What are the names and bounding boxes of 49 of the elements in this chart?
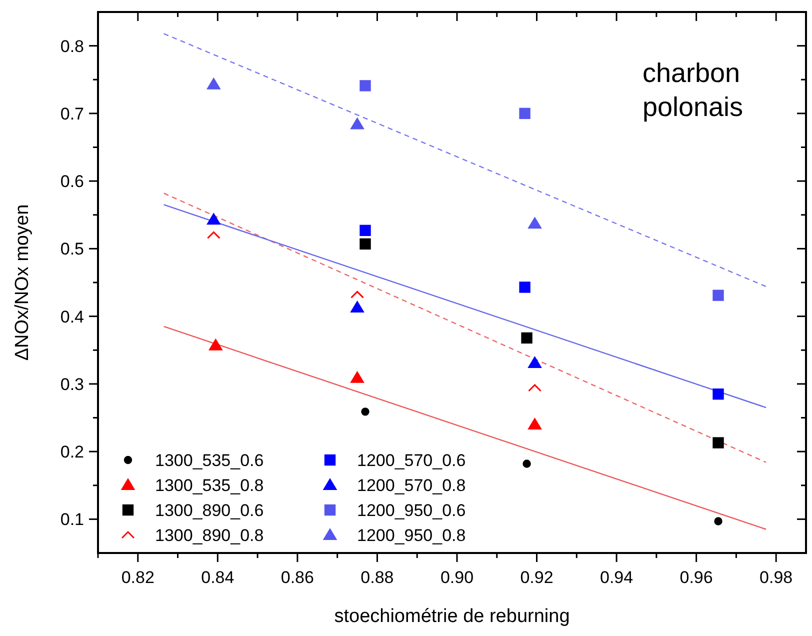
point bbox=[360, 80, 371, 92]
point bbox=[528, 217, 542, 229]
legend-label: 1300_890_0.8 bbox=[155, 526, 264, 545]
y-tick-label: 0.3 bbox=[60, 374, 84, 394]
legend-label: 1200_950_0.6 bbox=[357, 501, 466, 520]
point bbox=[712, 290, 724, 301]
point bbox=[208, 338, 222, 350]
point bbox=[522, 460, 531, 468]
point bbox=[360, 224, 371, 236]
y-tick-label: 0.4 bbox=[60, 307, 84, 326]
legend-label: 1200_570_0.6 bbox=[357, 451, 466, 470]
x-tick-label: 0.92 bbox=[520, 568, 554, 587]
point bbox=[350, 371, 364, 383]
point bbox=[714, 517, 722, 526]
legend-label: 1300_535_0.6 bbox=[155, 451, 264, 470]
legend-label: 1300_890_0.6 bbox=[155, 501, 264, 520]
x-tick-label: 0.98 bbox=[760, 568, 793, 587]
y-tick-label: 0.1 bbox=[60, 510, 84, 530]
legend-label: 1200_570_0.8 bbox=[357, 476, 466, 495]
y-axis-title: ΔNOx/NOx moyen bbox=[12, 204, 33, 361]
point bbox=[519, 282, 530, 293]
point bbox=[528, 418, 542, 430]
legend-label: 1200_950_0.8 bbox=[357, 526, 466, 545]
y-tick-label: 0.6 bbox=[60, 172, 84, 192]
x-tick-label: 0.82 bbox=[121, 568, 154, 587]
point bbox=[361, 408, 370, 416]
point bbox=[206, 213, 220, 225]
point bbox=[712, 388, 724, 400]
y-tick-label: 0.8 bbox=[60, 36, 84, 56]
annotation: charbon polonais bbox=[642, 58, 744, 122]
x-tick-label: 0.94 bbox=[600, 568, 634, 587]
legend-label: 1300_535_0.8 bbox=[155, 476, 264, 495]
point bbox=[519, 108, 530, 120]
x-tick-label: 0.90 bbox=[440, 568, 474, 587]
x-tick-label: 0.84 bbox=[201, 568, 234, 587]
point bbox=[350, 118, 364, 130]
x-tick-label: 0.86 bbox=[280, 568, 314, 587]
point bbox=[206, 78, 220, 90]
point bbox=[528, 356, 542, 368]
point bbox=[360, 238, 371, 250]
x-tick-label: 0.88 bbox=[360, 568, 394, 587]
x-axis-title: stoechiométrie de reburning bbox=[334, 606, 570, 627]
y-tick-label: 0.5 bbox=[60, 240, 84, 259]
point bbox=[350, 301, 364, 313]
x-tick-label: 0.96 bbox=[680, 568, 713, 587]
point bbox=[712, 437, 724, 448]
y-tick-label: 0.7 bbox=[60, 104, 84, 124]
y-tick-label: 0.2 bbox=[60, 442, 84, 462]
point bbox=[521, 332, 532, 344]
